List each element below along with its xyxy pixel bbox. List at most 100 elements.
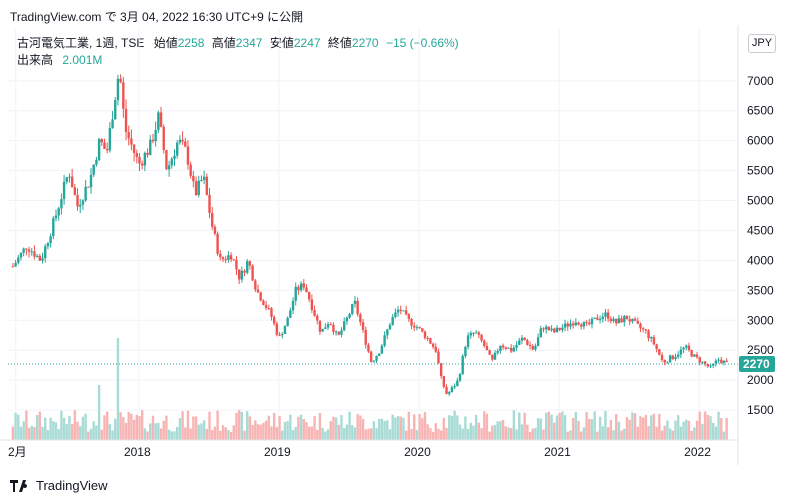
candle-body [682,347,685,350]
candle-body [237,269,241,280]
volume-bar [526,424,529,440]
candle-body [259,292,262,301]
volume-bar [380,418,384,440]
volume-bar [528,431,532,440]
volume-bar [571,418,575,440]
candle-body [87,186,90,188]
candle-body [437,351,440,364]
volume-bar [254,420,257,440]
candle-body [464,346,467,357]
candle-body [334,331,338,333]
volume-bar [596,431,599,440]
price-tick-label: 5000 [747,194,774,208]
high-label: 高値 [211,36,236,50]
candle-body [450,387,454,393]
volume-bar [62,417,66,440]
volume-bar [262,422,265,440]
volume-bar [289,414,292,440]
candle-body [539,328,543,338]
volume-bar [472,425,475,440]
volume-bar [162,420,165,440]
currency-button[interactable]: JPY [748,34,776,53]
candle-body [103,142,106,150]
candle-body [528,344,532,346]
volume-bar [650,415,653,440]
candle-body [711,363,715,366]
candle-body [154,129,157,142]
time-tick-label: 2020 [404,445,431,459]
volume-bar [103,415,106,440]
candle-body [415,327,419,329]
candle-body [235,260,238,270]
candle-body [655,344,658,350]
candle-body [394,312,397,317]
volume-bar [251,424,254,440]
candle-body [429,338,432,344]
price-axis[interactable]: 7000 6500 6000 5500 5000 4500 4000 3500 3000 2500… [737,25,774,465]
volume-bar [720,417,723,440]
candle-body [299,283,303,291]
volume-bar [44,417,47,440]
volume-bar [453,410,456,440]
time-tick-label: 2022 [684,445,711,459]
candle-body [461,356,464,374]
volume-bar [270,426,273,440]
volume-bar [154,423,157,440]
published-caption: TradingView.com で 3月 04, 2022 16:30 UTC+… [10,10,304,24]
volume-bar [617,421,621,440]
volume-bar [442,417,446,440]
volume-bar [246,411,249,440]
candle-body [130,138,133,145]
volume-bar [33,426,36,440]
candle-body [281,333,284,336]
volume-bar [461,428,464,440]
candle-body [52,218,55,237]
volume-bar [709,416,712,440]
candle-body [534,346,537,350]
time-tick-label: 2月 [8,445,27,459]
candle-body [695,354,699,358]
volume-bar [426,424,429,440]
candle-body [671,355,674,359]
volume-bar [593,411,596,440]
volume-bar [52,421,55,440]
volume-bar [186,410,190,440]
candle-body [515,344,518,348]
candle-body [127,132,130,139]
candle-body [458,373,462,381]
volume-bar [364,429,367,440]
volume-bar [563,415,567,440]
candle-body [361,322,365,330]
candle-body [466,335,470,347]
volume-bar [625,417,629,440]
candle-body [547,326,551,331]
volume-bar [663,425,666,440]
time-axis[interactable]: 2月 2018 2019 2020 2021 2022 [0,439,738,459]
volume-bar [359,415,362,440]
candle-body [19,252,23,258]
candle-body [122,82,125,109]
candle-body [294,286,297,301]
candle-body [542,328,545,330]
volume-bar [477,422,481,440]
candle-body [706,363,710,367]
volume-bar [480,428,483,440]
footer-brand: TradingView [10,478,108,493]
volume-bar [65,424,68,440]
candle-body [211,212,214,227]
legend-ohlc-row: 古河電気工業, 1週, TSE 始値2258 高値2347 安値2247 終値2… [17,35,459,52]
candle-body [674,356,677,359]
volume-bar [722,431,726,440]
volume-bar [458,424,462,440]
volume-bar [396,416,400,440]
volume-bar [272,412,276,440]
candle-body [709,365,712,367]
candle-body [194,181,198,195]
volume-bar [68,415,71,440]
candle-body [167,165,171,170]
volume-bar [60,410,63,440]
candle-body [633,318,637,321]
candle-body [27,249,31,252]
candle-body [569,323,572,327]
